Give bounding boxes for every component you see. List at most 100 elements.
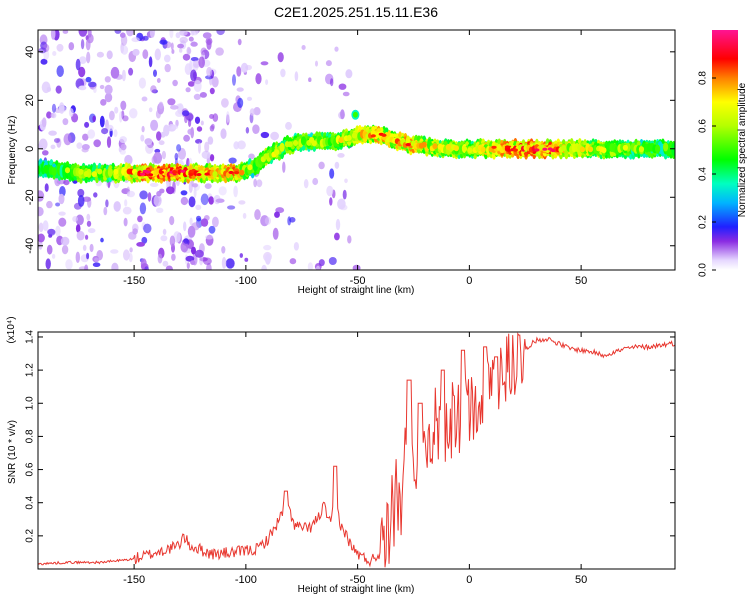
noise-blob bbox=[246, 96, 253, 101]
ridge-cell bbox=[188, 172, 194, 177]
ridge-cell bbox=[292, 140, 299, 146]
noise-blob bbox=[205, 234, 214, 240]
ridge-cell bbox=[180, 169, 186, 173]
noise-blob bbox=[160, 235, 168, 242]
noise-blob bbox=[191, 246, 196, 255]
colorbar-label: Normalized spectral amplitude bbox=[737, 82, 748, 217]
noise-blob bbox=[131, 37, 140, 43]
noise-blob bbox=[215, 198, 225, 203]
noise-blob bbox=[138, 77, 146, 89]
noise-blob bbox=[171, 253, 176, 261]
spectrogram-panel: -150 -100 -50 0 50 -40 -20 0 20 40 Height of str… bbox=[7, 29, 676, 296]
noise-blob bbox=[195, 139, 203, 144]
noise-blob bbox=[163, 124, 170, 137]
noise-blob bbox=[203, 257, 212, 265]
noise-blob bbox=[232, 74, 236, 86]
noise-blob bbox=[79, 56, 87, 64]
noise-blob bbox=[63, 179, 70, 186]
noise-blob bbox=[254, 209, 261, 221]
noise-blob bbox=[56, 65, 64, 77]
y-tick-label: 1.4 bbox=[25, 330, 36, 344]
noise-blob bbox=[294, 71, 299, 82]
noise-blob bbox=[202, 32, 212, 39]
noise-blob bbox=[190, 30, 195, 36]
noise-blob bbox=[325, 60, 332, 67]
noise-blob bbox=[145, 142, 154, 154]
noise-blob bbox=[166, 186, 175, 195]
noise-blob bbox=[51, 253, 56, 259]
noise-blob bbox=[211, 76, 219, 88]
noise-blob bbox=[334, 46, 339, 52]
noise-blob bbox=[252, 124, 260, 134]
noise-blob bbox=[212, 113, 219, 122]
colorbar-tick-label: 0.4 bbox=[698, 167, 709, 181]
ridge-cell bbox=[432, 143, 438, 150]
noise-blob bbox=[265, 79, 269, 85]
noise-blob bbox=[237, 38, 242, 46]
ridge-cell bbox=[97, 168, 103, 175]
noise-blob bbox=[100, 99, 107, 106]
noise-blob bbox=[245, 127, 250, 134]
noise-blob bbox=[260, 131, 270, 139]
noise-blob bbox=[156, 131, 162, 141]
noise-blob bbox=[312, 177, 319, 186]
noise-blob bbox=[237, 140, 246, 150]
ridge-blip-core bbox=[352, 111, 358, 118]
x-tick-label: -150 bbox=[123, 574, 145, 586]
noise-blob bbox=[99, 115, 105, 128]
noise-blob bbox=[84, 264, 89, 270]
noise-blob bbox=[169, 235, 176, 247]
noise-blob bbox=[248, 153, 255, 160]
noise-blob bbox=[301, 45, 306, 50]
noise-blob bbox=[255, 73, 262, 85]
noise-blob bbox=[68, 42, 75, 51]
noise-blob bbox=[337, 153, 345, 158]
noise-blob bbox=[86, 213, 91, 221]
noise-blob bbox=[141, 96, 148, 102]
noise-blob bbox=[193, 60, 200, 68]
noise-blob bbox=[328, 257, 337, 265]
snr-y-ticks: 0.2 0.4 0.6 0.8 1.0 1.2 1.4 bbox=[25, 330, 675, 543]
noise-blob bbox=[76, 142, 83, 149]
noise-blob bbox=[128, 252, 133, 263]
noise-blob bbox=[249, 108, 256, 116]
noise-blob bbox=[40, 58, 48, 65]
noise-blob bbox=[236, 87, 244, 92]
ridge-cell bbox=[145, 170, 151, 174]
noise-blob bbox=[170, 42, 174, 51]
noise-blob bbox=[106, 50, 113, 60]
noise-blob bbox=[51, 103, 57, 113]
noise-blob bbox=[154, 148, 161, 154]
noise-blob bbox=[171, 49, 175, 54]
ridge-cell bbox=[512, 148, 519, 152]
noise-blob bbox=[48, 130, 57, 136]
noise-blob bbox=[58, 211, 66, 216]
noise-blob bbox=[87, 81, 97, 88]
spectrogram-y-label: Frequency (Hz) bbox=[7, 116, 18, 185]
noise-blob bbox=[329, 197, 333, 206]
noise-blob bbox=[263, 244, 272, 251]
noise-blob bbox=[190, 260, 196, 265]
noise-blob bbox=[42, 220, 49, 232]
noise-blob bbox=[50, 30, 56, 40]
x-tick-label: 50 bbox=[575, 275, 587, 287]
noise-blob bbox=[182, 110, 190, 117]
colorbar-tick-label: 0.8 bbox=[698, 71, 709, 85]
noise-blob bbox=[136, 242, 146, 247]
noise-blob bbox=[50, 144, 56, 150]
ridge-cell bbox=[263, 153, 269, 160]
noise-blob bbox=[316, 265, 320, 270]
noise-blob bbox=[104, 76, 111, 83]
x-tick-label: -50 bbox=[350, 275, 366, 287]
noise-blob bbox=[165, 265, 173, 270]
noise-blob bbox=[221, 257, 227, 269]
spectrogram-noise bbox=[38, 30, 361, 270]
noise-blob bbox=[193, 80, 202, 92]
noise-blob bbox=[178, 30, 188, 36]
ridge-cell bbox=[107, 167, 113, 177]
noise-blob bbox=[274, 211, 280, 218]
ridge-cell bbox=[445, 144, 451, 150]
noise-blob bbox=[167, 98, 176, 106]
colorbar-tick-label: 0.2 bbox=[698, 215, 709, 229]
